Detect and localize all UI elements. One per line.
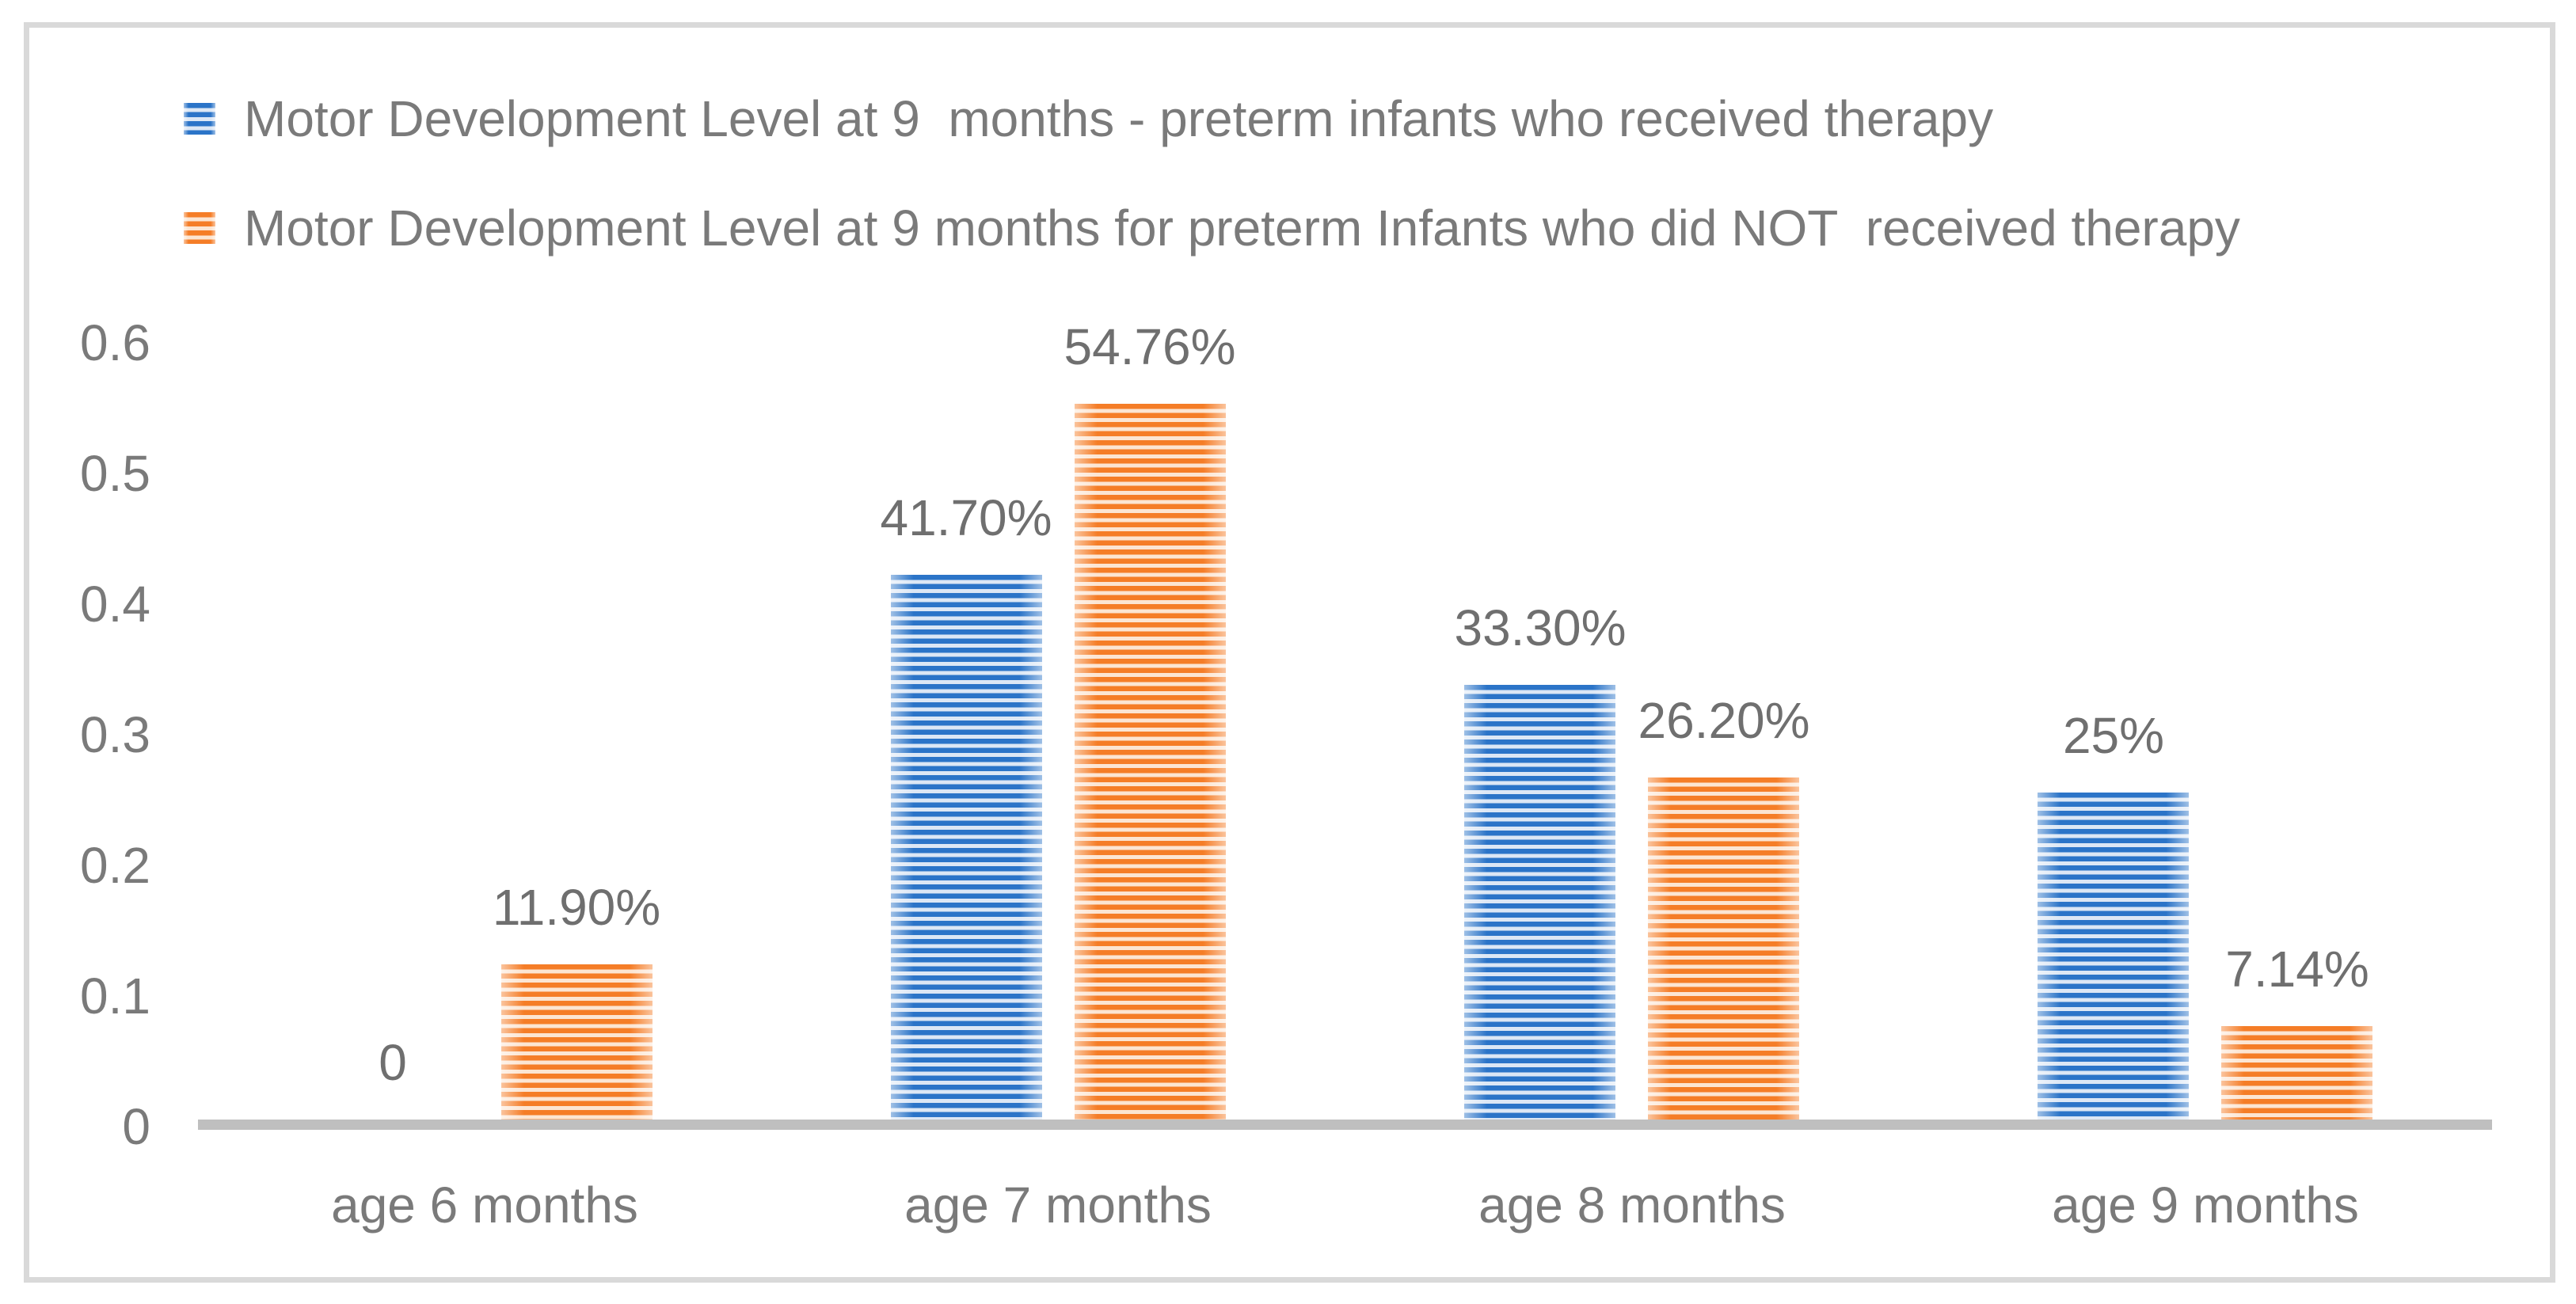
x-axis-category-age-9-months: age 9 months (2052, 1177, 2359, 1234)
y-axis-tick-0.4: 0.4 (80, 576, 150, 633)
legend-label-no-therapy[interactable]: Motor Development Level at 9 months for … (244, 200, 2240, 257)
x-axis-category-age-6-months: age 6 months (331, 1177, 638, 1234)
bar-therapy-age-9-months[interactable] (2038, 793, 2189, 1120)
legend-label-therapy[interactable]: Motor Development Level at 9 months - pr… (244, 90, 1994, 147)
data-label-therapy-age-9-months: 25% (2062, 707, 2165, 764)
legend-swatch-no-therapy[interactable] (184, 212, 215, 244)
legend-swatch-therapy[interactable] (184, 103, 215, 135)
bar-no-therapy-age-7-months[interactable] (1075, 404, 1226, 1120)
y-axis-tick-0.6: 0.6 (80, 314, 150, 371)
data-label-therapy-age-7-months: 41.70% (880, 489, 1052, 546)
data-label-no-therapy-age-9-months: 7.14% (2225, 941, 2369, 998)
bar-no-therapy-age-6-months[interactable] (501, 964, 653, 1120)
data-label-therapy-age-8-months: 33.30% (1454, 599, 1627, 656)
bar-no-therapy-age-8-months[interactable] (1648, 777, 1799, 1120)
bar-therapy-age-7-months[interactable] (891, 575, 1042, 1120)
data-label-no-therapy-age-6-months: 11.90% (492, 879, 661, 936)
y-axis-tick-0.1: 0.1 (80, 968, 150, 1025)
y-axis-tick-0.5: 0.5 (80, 445, 150, 502)
x-axis-category-age-8-months: age 8 months (1478, 1177, 1786, 1234)
data-label-no-therapy-age-7-months: 54.76% (1064, 318, 1236, 375)
bar-therapy-age-8-months[interactable] (1464, 685, 1615, 1120)
bar-no-therapy-age-9-months[interactable] (2221, 1026, 2372, 1120)
data-label-no-therapy-age-8-months: 26.20% (1638, 692, 1810, 749)
y-axis-tick-0.3: 0.3 (80, 706, 150, 763)
y-axis-tick-0: 0 (122, 1098, 150, 1155)
x-axis-category-age-7-months: age 7 months (904, 1177, 1212, 1234)
x-axis-line (198, 1120, 2492, 1130)
data-label-therapy-age-6-months: 0 (379, 1034, 407, 1091)
y-axis-tick-0.2: 0.2 (80, 837, 150, 894)
